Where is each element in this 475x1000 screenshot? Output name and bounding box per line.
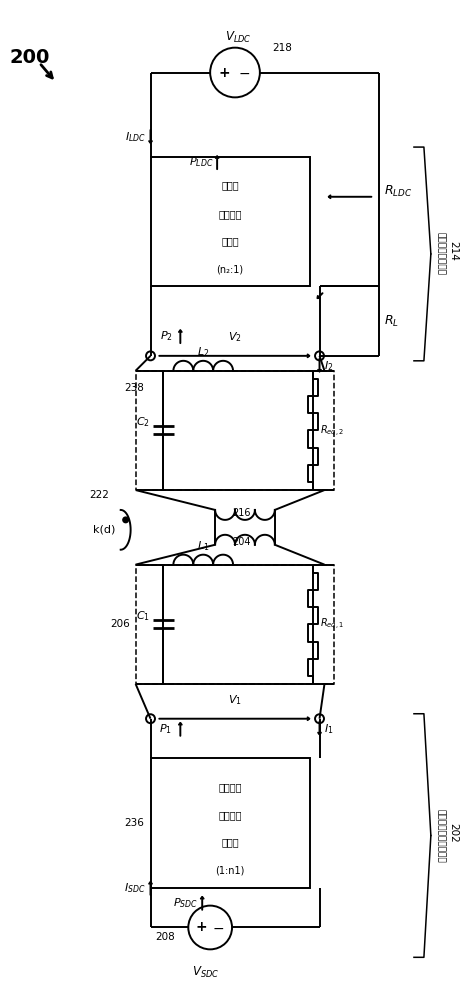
Text: 转换器: 转换器 [221, 236, 239, 246]
Text: $P_1$: $P_1$ [160, 722, 172, 736]
Text: $V_{SDC}$: $V_{SDC}$ [191, 965, 219, 980]
Text: $I_1$: $I_1$ [324, 722, 334, 736]
Text: $P_2$: $P_2$ [160, 329, 172, 343]
Text: 底座充电: 底座充电 [218, 782, 242, 792]
Text: 208: 208 [156, 932, 175, 942]
Text: $V_{LDC}$: $V_{LDC}$ [225, 30, 251, 45]
Text: $L_2$: $L_2$ [197, 345, 209, 359]
Text: +: + [219, 66, 230, 80]
Text: $V_2$: $V_2$ [228, 330, 242, 344]
Text: $R_{eq,1}$: $R_{eq,1}$ [320, 617, 344, 631]
Bar [151, 758, 310, 888]
Text: $R_L$: $R_L$ [384, 314, 399, 329]
Text: 236: 236 [124, 818, 144, 828]
Text: $V_1$: $V_1$ [228, 693, 242, 707]
Text: 222: 222 [89, 490, 109, 500]
Text: 车载电力: 车载电力 [218, 209, 242, 219]
Text: $I_{SDC}$: $I_{SDC}$ [124, 881, 145, 895]
Text: (1:n1): (1:n1) [215, 866, 245, 876]
Text: 202: 202 [448, 823, 458, 842]
Text: $P_{LDC}$: $P_{LDC}$ [189, 155, 213, 169]
Text: (n₂:1): (n₂:1) [217, 264, 244, 274]
Text: 底座无线电力充电系统: 底座无线电力充电系统 [436, 809, 445, 862]
Text: $R_{LDC}$: $R_{LDC}$ [384, 184, 412, 199]
Text: 216: 216 [232, 508, 250, 518]
Text: 206: 206 [110, 619, 130, 629]
Text: 200: 200 [9, 48, 49, 67]
Text: $C_2$: $C_2$ [135, 416, 150, 429]
Text: $C_1$: $C_1$ [135, 609, 150, 623]
Text: k(d): k(d) [94, 525, 116, 535]
Text: $L_1$: $L_1$ [197, 539, 209, 553]
Text: $-$: $-$ [212, 920, 224, 934]
Text: 系统电力: 系统电力 [218, 810, 242, 820]
Circle shape [123, 517, 128, 523]
Text: 238: 238 [124, 383, 144, 393]
Bar [151, 157, 310, 286]
Text: 204: 204 [232, 537, 250, 547]
Bar [135, 565, 334, 684]
Text: $I_{LDC}$: $I_{LDC}$ [124, 130, 145, 144]
Text: +: + [195, 920, 207, 934]
Text: $-$: $-$ [238, 66, 250, 80]
Text: $R_{eq,2}$: $R_{eq,2}$ [320, 423, 344, 438]
Text: 转换器: 转换器 [221, 837, 239, 847]
Text: 218: 218 [272, 43, 292, 53]
Text: 214: 214 [448, 241, 458, 261]
Text: 电动车辆充电系统: 电动车辆充电系统 [436, 232, 445, 275]
Text: 电动车: 电动车 [221, 180, 239, 190]
Text: $I_2$: $I_2$ [324, 359, 334, 373]
Bar [135, 371, 334, 490]
Text: $P_{SDC}$: $P_{SDC}$ [173, 896, 198, 910]
